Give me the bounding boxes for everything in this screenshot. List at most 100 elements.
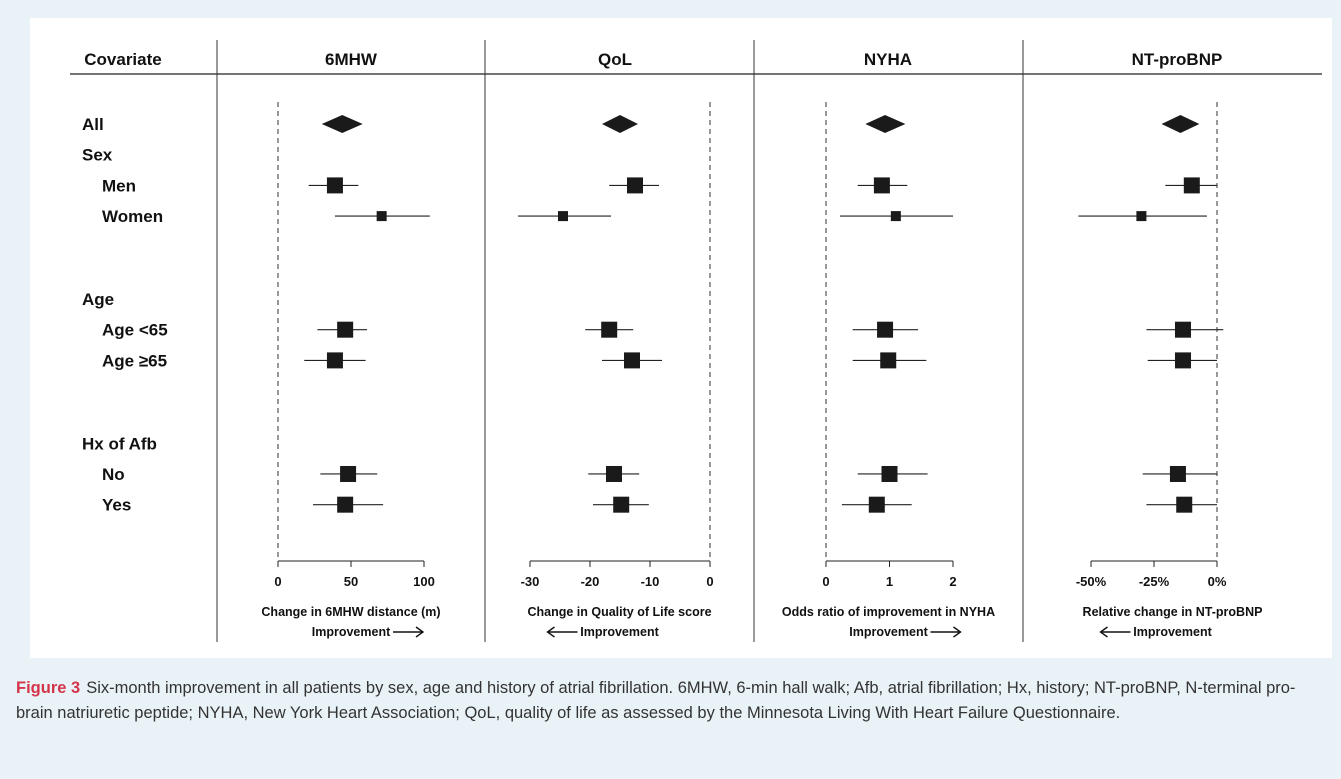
- estimate-afb_no: [588, 465, 640, 482]
- estimate-women: [839, 211, 953, 222]
- row-label-afb: Hx of Afb: [82, 434, 157, 453]
- x-tick-label: 100: [413, 574, 435, 589]
- point-estimate-square: [877, 321, 894, 338]
- panel-title: NT-proBNP: [1132, 50, 1223, 69]
- estimate-men: [857, 177, 908, 194]
- direction-label: Improvement: [580, 625, 659, 639]
- estimate-age_ge65: [304, 352, 366, 369]
- estimate-all: [321, 115, 363, 133]
- arrowhead-left-icon: [1099, 626, 1108, 638]
- estimate-age_lt65: [1146, 321, 1224, 338]
- x-tick-label: -25%: [1139, 574, 1170, 589]
- x-axis-label: Change in 6MHW distance (m): [261, 605, 440, 619]
- point-estimate-square: [1174, 352, 1191, 369]
- point-estimate-square: [337, 321, 354, 338]
- panel-qol: QoL -30 -20 -10 0 Change in Quality of Life s…: [518, 50, 714, 639]
- pooled-diamond: [602, 115, 638, 133]
- estimate-afb_no: [857, 465, 928, 482]
- arrowhead-right-icon: [953, 626, 962, 638]
- x-axis-label: Relative change in NT-proBNP: [1083, 605, 1263, 619]
- point-estimate-square: [890, 211, 901, 222]
- estimate-age_lt65: [852, 321, 919, 338]
- estimate-afb_no: [1142, 465, 1217, 482]
- x-tick-label: -50%: [1076, 574, 1107, 589]
- point-estimate-square: [376, 211, 387, 222]
- direction-indicator: Improvement: [546, 625, 660, 639]
- point-estimate-square: [326, 177, 343, 194]
- panel-title: QoL: [598, 50, 632, 69]
- point-estimate-square: [606, 465, 622, 482]
- x-tick-label: 2: [949, 574, 956, 589]
- point-estimate-square: [326, 352, 343, 369]
- estimate-age_ge65: [602, 352, 662, 369]
- estimate-afb_yes: [593, 496, 649, 513]
- x-tick-label: -30: [521, 574, 540, 589]
- point-estimate-square: [613, 496, 630, 513]
- point-estimate-square: [1136, 211, 1147, 222]
- row-label-men: Men: [102, 176, 136, 195]
- point-estimate-square: [627, 177, 643, 194]
- pooled-diamond: [1161, 115, 1200, 133]
- estimate-afb_yes: [841, 496, 912, 513]
- arrowhead-right-icon: [415, 626, 425, 638]
- point-estimate-square: [1169, 465, 1186, 482]
- estimate-men: [609, 177, 659, 194]
- pooled-diamond: [321, 115, 363, 133]
- x-tick-label: 1: [886, 574, 893, 589]
- x-axis-label: Odds ratio of improvement in NYHA: [782, 605, 995, 619]
- row-labels: All Sex Men Women Age Age <65 Age ≥65 Hx of Afb…: [82, 115, 168, 515]
- point-estimate-square: [1176, 496, 1193, 513]
- direction-label: Improvement: [849, 625, 928, 639]
- point-estimate-square: [340, 465, 357, 482]
- direction-indicator: Improvement: [312, 625, 425, 639]
- panel-6mhw: 6MHW 0 50 100 Change in 6MHW distance (m) Imp…: [261, 50, 440, 639]
- panel-nt-probnp: NT-proBNP -50% -25% 0% Relative change in NT…: [1076, 50, 1263, 639]
- point-estimate-square: [1183, 177, 1200, 194]
- header-row: Covariate: [70, 50, 1322, 75]
- direction-label: Improvement: [312, 625, 391, 639]
- estimate-women: [1078, 211, 1207, 222]
- figure-caption: Figure 3 Six-month improvement in all pat…: [16, 676, 1326, 726]
- row-label-age_lt65: Age <65: [102, 321, 168, 340]
- pooled-diamond: [865, 115, 906, 133]
- x-tick-label: -20: [581, 574, 600, 589]
- forest-plot: Covariate All Sex Men Women Age Age <65 Age ≥65…: [70, 40, 1322, 642]
- estimate-women: [334, 211, 430, 222]
- estimate-women: [518, 211, 611, 222]
- estimate-age_lt65: [585, 321, 634, 338]
- arrowhead-left-icon: [546, 626, 555, 638]
- point-estimate-square: [624, 352, 640, 369]
- covariate-header: Covariate: [84, 50, 161, 69]
- row-label-sex: Sex: [82, 146, 113, 165]
- estimate-afb_no: [320, 465, 378, 482]
- point-estimate-square: [601, 321, 618, 338]
- x-tick-label: 0: [822, 574, 829, 589]
- estimate-age_ge65: [852, 352, 927, 369]
- x-tick-label: 0: [706, 574, 713, 589]
- point-estimate-square: [873, 177, 890, 194]
- direction-label: Improvement: [1133, 625, 1212, 639]
- row-label-afb_no: No: [102, 465, 125, 484]
- x-tick-label: 0: [274, 574, 281, 589]
- estimate-all: [602, 115, 638, 133]
- point-estimate-square: [868, 496, 885, 513]
- caption-label: Figure 3: [16, 679, 81, 697]
- estimate-age_lt65: [317, 321, 368, 338]
- estimate-afb_yes: [1146, 496, 1217, 513]
- estimate-all: [865, 115, 906, 133]
- panel-title: NYHA: [864, 50, 912, 69]
- row-label-age_ge65: Age ≥65: [102, 351, 167, 370]
- point-estimate-square: [881, 465, 898, 482]
- x-axis-label: Change in Quality of Life score: [527, 605, 711, 619]
- caption-text: Six-month improvement in all patients by…: [16, 679, 1296, 722]
- x-tick-label: 0%: [1208, 574, 1227, 589]
- estimate-all: [1161, 115, 1200, 133]
- panel-title: 6MHW: [325, 50, 378, 69]
- figure-panel: Covariate All Sex Men Women Age Age <65 Age ≥65…: [30, 18, 1332, 658]
- point-estimate-square: [558, 211, 568, 222]
- point-estimate-square: [337, 496, 354, 513]
- row-label-all: All: [82, 115, 104, 134]
- x-tick-label: 50: [344, 574, 358, 589]
- panel-nyha: NYHA 0 1 2 Odds ratio of improvement in NYHA…: [782, 50, 995, 639]
- direction-indicator: Improvement: [1099, 625, 1213, 639]
